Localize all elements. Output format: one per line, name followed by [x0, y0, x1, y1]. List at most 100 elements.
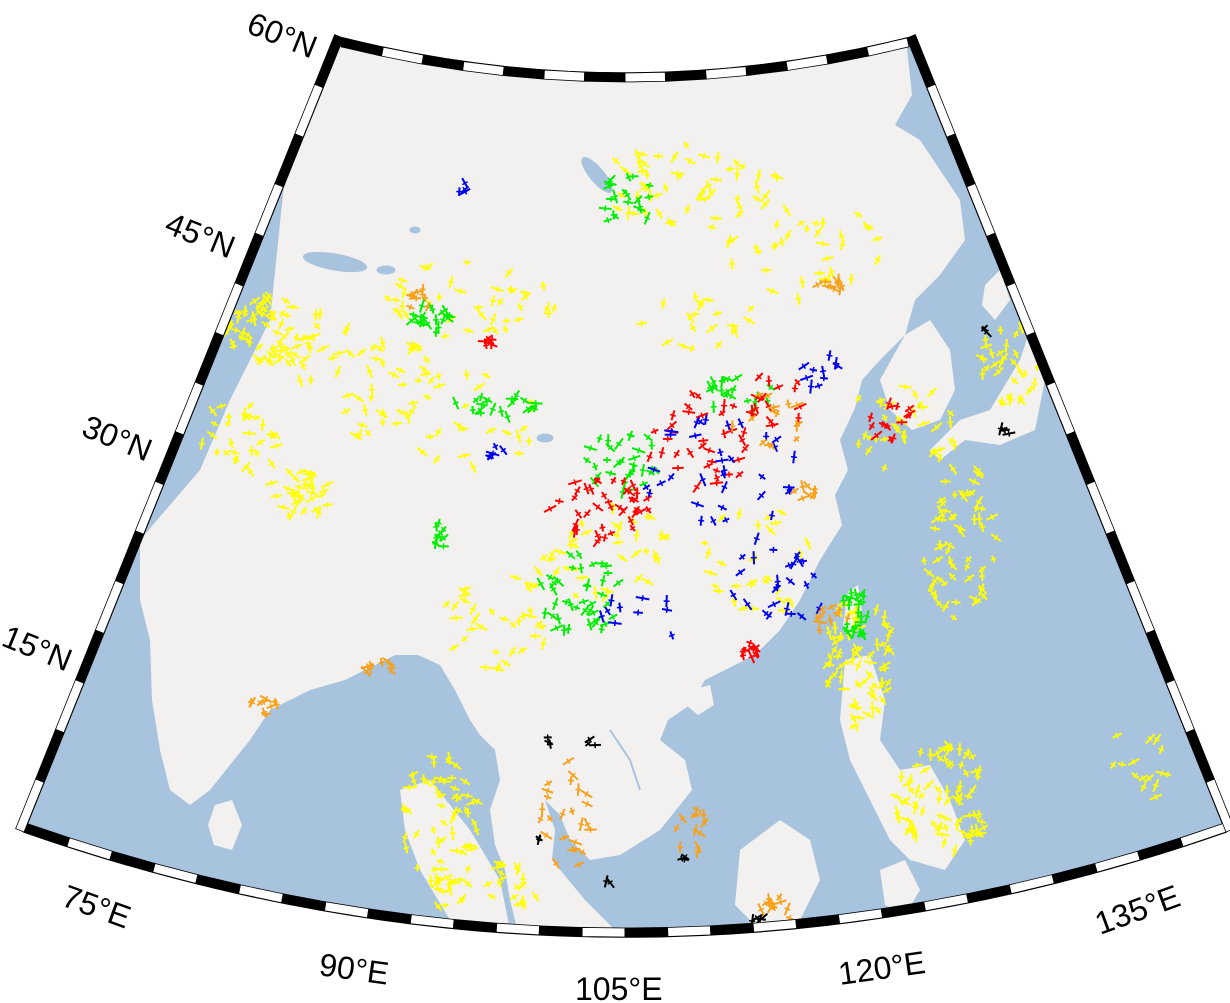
stress-symbol-tick-black — [535, 838, 543, 842]
stress-symbol-tick-yellow — [523, 293, 529, 300]
stress-symbol-tick-orange — [543, 832, 549, 839]
stress-symbol-tick-yellow — [453, 762, 459, 769]
stress-symbol-tick-black — [607, 880, 613, 885]
stress-symbol-tick-orange — [812, 488, 819, 491]
stress-symbol-tick-yellow — [219, 403, 223, 410]
stress-symbol-tick-yellow — [347, 350, 353, 357]
stress-symbol-tick-orange — [553, 861, 559, 866]
stress-symbol-tick-blue — [699, 477, 706, 482]
stress-symbol-tick-yellow — [462, 636, 468, 642]
stress-symbol-tick-yellow — [1115, 732, 1120, 739]
stress-symbol-tick-green — [853, 593, 860, 597]
stress-symbol-tick-yellow — [403, 846, 410, 850]
stress-symbol-tick-green — [860, 632, 867, 636]
stress-symbol-tick-yellow — [1018, 397, 1025, 403]
stress-symbol-tick-yellow — [435, 430, 442, 435]
stress-symbol-tick-yellow — [948, 760, 954, 766]
stress-symbol-tick-yellow — [302, 483, 309, 487]
japan-landmass — [930, 330, 1045, 460]
stress-symbol-tick-orange — [378, 660, 385, 664]
stress-symbol-tick-yellow — [398, 367, 403, 374]
stress-symbol-tick-green — [582, 598, 586, 605]
map-frame-border — [15, 34, 1230, 938]
stress-symbol-tick-yellow — [428, 433, 432, 440]
stress-symbol-tick-yellow — [464, 880, 470, 887]
stress-symbol-tick-blue — [738, 569, 743, 576]
stress-symbol-tick-red — [630, 483, 637, 488]
stress-symbol-tick-green — [555, 578, 562, 585]
stress-symbol-tick-yellow — [853, 723, 860, 727]
stress-symbol-tick-yellow — [1132, 772, 1138, 779]
stress-symbol-tick-red — [575, 511, 582, 517]
stress-symbol-tick-yellow — [233, 458, 240, 462]
stress-symbol-tick-yellow — [851, 702, 854, 709]
stress-symbol-tick-yellow — [424, 779, 430, 785]
stress-symbol-tick-yellow — [258, 439, 263, 446]
stress-symbol-tick-green — [498, 409, 505, 413]
stress-symbol-tick-yellow — [641, 181, 645, 188]
stress-symbol-tick-yellow — [520, 900, 527, 904]
stress-symbol-tick-yellow — [322, 487, 326, 495]
stress-symbol-tick-yellow — [282, 504, 285, 511]
stress-symbol-tick-yellow — [615, 205, 620, 212]
stress-symbol-tick-yellow — [713, 583, 717, 590]
stress-symbol-tick-yellow — [831, 647, 838, 653]
stress-symbol-tick-yellow — [970, 753, 975, 760]
stress-symbol-tick-green — [550, 613, 556, 619]
stress-symbol-tick-green — [607, 444, 613, 451]
stress-symbol-tick-yellow — [426, 264, 432, 270]
stress-symbol-tick-red — [715, 480, 718, 487]
stress-symbol-tick-yellow — [967, 831, 974, 838]
stress-symbol-tick-yellow — [936, 797, 943, 801]
stress-symbol-tick-yellow — [616, 539, 620, 546]
stress-symbol-tick-yellow — [917, 402, 923, 407]
stress-symbol-tick-yellow — [441, 820, 447, 826]
stress-symbol-tick-red — [719, 410, 725, 417]
stress-symbol-tick-yellow — [515, 901, 520, 908]
stress-symbol-tick-red — [867, 415, 874, 419]
stress-symbol-tick-red — [658, 451, 665, 455]
stress-symbol-tick-orange — [829, 603, 834, 611]
stress-symbol-tick-yellow — [313, 506, 319, 513]
stress-symbol-tick-yellow — [308, 476, 315, 480]
stress-symbol-tick-green — [576, 552, 583, 557]
stress-symbol-tick-green — [578, 567, 585, 570]
stress-symbol-tick-green — [565, 627, 572, 631]
stress-symbol-tick-yellow — [443, 333, 447, 340]
stress-symbol-tick-red — [868, 423, 875, 429]
stress-symbol-tick-red — [700, 412, 704, 419]
stress-symbol-tick-yellow — [831, 672, 838, 678]
stress-symbol-tick-yellow — [946, 742, 952, 749]
stress-symbol-tick-yellow — [470, 465, 477, 470]
stress-symbol-tick-yellow — [690, 325, 696, 330]
stress-symbol-tick-blue — [644, 484, 649, 491]
stress-symbol-tick-green — [600, 579, 607, 583]
stress-symbol-tick-blue — [725, 423, 732, 427]
stress-symbol-tick-red — [652, 428, 657, 435]
stress-symbol-tick-black — [585, 740, 591, 747]
stress-symbol-tick-yellow — [462, 452, 466, 459]
stress-symbol-tick-yellow — [736, 205, 743, 209]
stress-symbol-tick-yellow — [980, 357, 987, 361]
stress-symbol-tick-yellow — [625, 212, 632, 215]
stress-symbol-tick-red — [609, 530, 614, 537]
stress-symbol-tick-blue — [500, 447, 507, 453]
stress-symbol-tick-yellow — [404, 415, 411, 419]
stress-symbol-tick-yellow — [261, 306, 266, 313]
stress-symbol-tick-yellow — [239, 331, 246, 336]
stress-symbol-tick-yellow — [398, 409, 404, 416]
stress-symbol-tick-orange — [795, 401, 800, 409]
stress-symbol-tick-red — [890, 436, 897, 440]
stress-symbol-tick-blue — [739, 554, 745, 560]
stress-symbol-tick-yellow — [513, 574, 518, 581]
stress-symbol-tick-yellow — [365, 430, 371, 436]
frame-segment — [664, 69, 707, 82]
stress-symbol-tick-red — [645, 507, 652, 513]
stress-symbol-tick-orange — [772, 407, 776, 414]
stress-symbol-tick-yellow — [651, 555, 658, 558]
stress-symbol-tick-yellow — [240, 334, 245, 341]
stress-symbol-tick-yellow — [558, 548, 562, 555]
stress-symbol-tick-yellow — [885, 634, 892, 638]
stress-symbol-tick-yellow — [297, 484, 301, 491]
stress-symbol-tick-yellow — [462, 597, 467, 604]
